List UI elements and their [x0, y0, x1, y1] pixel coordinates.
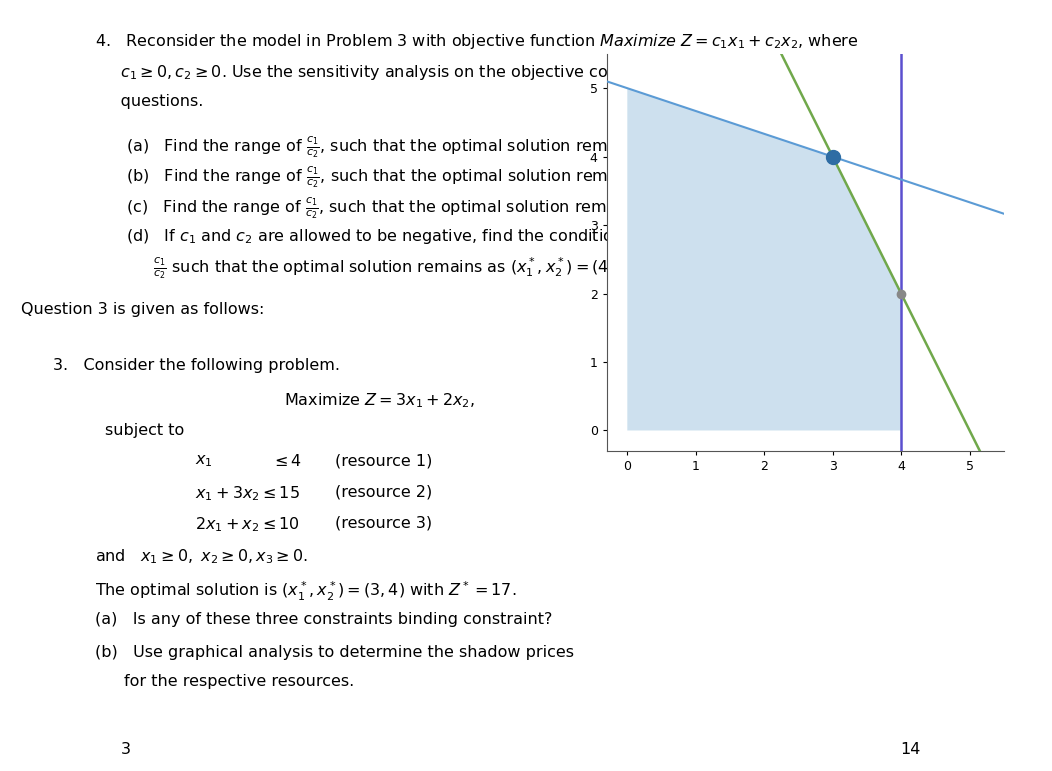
Text: 14: 14	[901, 742, 920, 757]
Text: (a)   Is any of these three constraints binding constraint?: (a) Is any of these three constraints bi…	[95, 612, 552, 627]
Text: 3.   Consider the following problem.: 3. Consider the following problem.	[53, 358, 340, 372]
Text: (resource 2): (resource 2)	[335, 484, 431, 499]
Text: $2x_1 + x_2 \leq 10$: $2x_1 + x_2 \leq 10$	[195, 515, 300, 534]
Text: 4.   Reconsider the model in Problem 3 with objective function $\mathit{Maximize: 4. Reconsider the model in Problem 3 wit…	[95, 32, 858, 52]
Text: subject to: subject to	[105, 423, 184, 437]
Text: $c_1 \geq 0, c_2 \geq 0$. Use the sensitivity analysis on the objective coeffici: $c_1 \geq 0, c_2 \geq 0$. Use the sensit…	[95, 63, 873, 82]
Text: (resource 3): (resource 3)	[335, 515, 431, 530]
Text: $\leq 4$: $\leq 4$	[271, 453, 302, 470]
Text: (c)   Find the range of $\frac{c_1}{c_2}$, such that the optimal solution remain: (c) Find the range of $\frac{c_1}{c_2}$,…	[126, 196, 795, 221]
Text: (b)   Use graphical analysis to determine the shadow prices: (b) Use graphical analysis to determine …	[95, 645, 573, 659]
Text: for the respective resources.: for the respective resources.	[124, 674, 355, 689]
Text: Question 3 is given as follows:: Question 3 is given as follows:	[21, 302, 264, 317]
Text: $x_1$: $x_1$	[195, 453, 213, 469]
Text: $\frac{c_1}{c_2}$ such that the optimal solution remains as $(x_1^*, x_2^*) = (4: $\frac{c_1}{c_2}$ such that the optimal …	[153, 256, 638, 281]
Text: (a)   Find the range of $\frac{c_1}{c_2}$, such that the optimal solution remain: (a) Find the range of $\frac{c_1}{c_2}$,…	[126, 134, 796, 160]
Polygon shape	[627, 88, 902, 430]
Text: (b)   Find the range of $\frac{c_1}{c_2}$, such that the optimal solution remain: (b) Find the range of $\frac{c_1}{c_2}$,…	[126, 165, 796, 190]
Text: $x_1 + 3x_2 \leq 15$: $x_1 + 3x_2 \leq 15$	[195, 484, 300, 503]
Text: 3: 3	[121, 742, 132, 757]
Text: Maximize $Z = 3x_1 + 2x_2$,: Maximize $Z = 3x_1 + 2x_2$,	[284, 392, 476, 410]
Text: questions.: questions.	[95, 94, 203, 109]
Text: (d)   If $c_1$ and $c_2$ are allowed to be negative, find the conditions on $c_1: (d) If $c_1$ and $c_2$ are allowed to be…	[126, 227, 881, 246]
Text: The optimal solution is $(x_1^*, x_2^*) = (3,4)$ with $Z^* = 17$.: The optimal solution is $(x_1^*, x_2^*) …	[95, 580, 517, 603]
Text: (resource 1): (resource 1)	[335, 453, 432, 468]
Text: and   $x_1 \geq 0,\ x_2 \geq 0, x_3 \geq 0$.: and $x_1 \geq 0,\ x_2 \geq 0, x_3 \geq 0…	[95, 547, 307, 566]
